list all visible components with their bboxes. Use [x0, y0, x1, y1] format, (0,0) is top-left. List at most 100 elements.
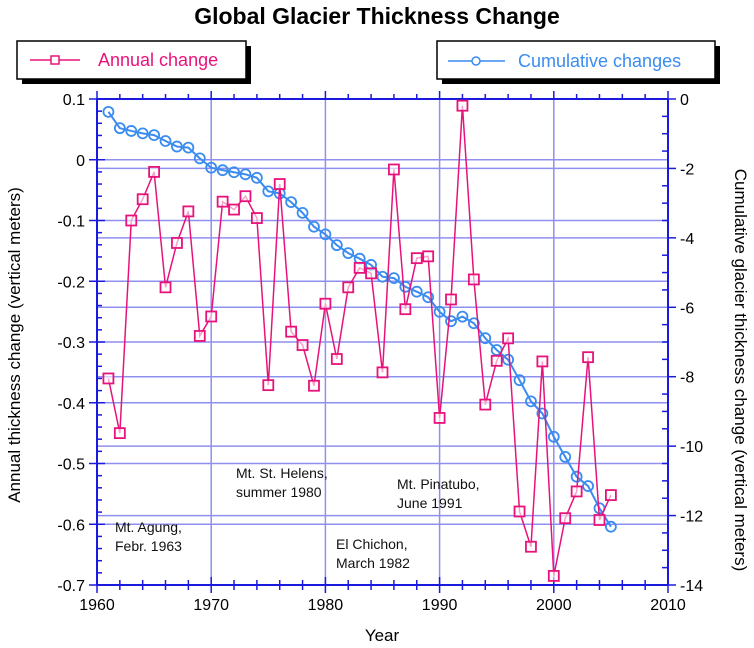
cumulative-point — [502, 353, 515, 366]
annotation-el-chichon: El Chichon, March 1982 — [336, 536, 410, 571]
cumulative-point — [125, 125, 138, 137]
x-tick-label: 1980 — [308, 597, 344, 614]
cumulative-point — [479, 332, 492, 345]
annual-point — [605, 489, 617, 501]
annual-point — [399, 303, 412, 316]
y-tick-label: -0.7 — [57, 578, 85, 595]
cumulative-point — [456, 310, 469, 323]
annual-point — [262, 379, 275, 392]
annual-point — [308, 379, 320, 392]
cumulative-point — [605, 520, 617, 533]
y-tick-label: -0.3 — [57, 335, 85, 352]
cumulative-point — [262, 185, 275, 198]
cumulative-point — [559, 451, 572, 463]
y2-tick-label: -2 — [680, 161, 694, 178]
annual-point — [445, 293, 457, 306]
annual-line — [107, 105, 612, 577]
y-tick-label: -0.2 — [57, 274, 85, 291]
series-cumulative — [102, 105, 617, 533]
annotation-line: Mt. St. Helens, — [236, 465, 328, 481]
cumulative-point — [342, 247, 355, 260]
annual-point — [273, 178, 286, 190]
cumulative-point — [308, 220, 320, 233]
annual-point — [182, 205, 195, 218]
annotation-line: Mt. Pinatubo, — [397, 476, 480, 492]
annual-point — [365, 267, 377, 280]
axes: 1960 1970 1980 1990 2000 2010 0.1 0 -0.1 -0.2 -0.3… — [57, 91, 703, 614]
annual-point — [205, 310, 218, 323]
annual-point — [353, 261, 366, 274]
cumulative-point — [319, 228, 332, 241]
gridlines — [97, 99, 668, 585]
y-tick-label: -0.4 — [57, 396, 85, 413]
cumulative-point — [285, 196, 298, 209]
y2-axis-title: Cumulative glacier thickness change (ver… — [731, 169, 750, 572]
cumulative-point — [525, 395, 537, 408]
y-tick-label: 0.1 — [63, 92, 85, 109]
cumulative-point — [296, 206, 309, 219]
legend-cumulative-label: Cumulative changes — [518, 51, 681, 71]
x-tick-label: 2010 — [650, 597, 686, 614]
annual-point — [159, 281, 172, 294]
circle-marker-icon — [471, 56, 481, 66]
annual-point — [536, 355, 549, 368]
y2-tick-label: -10 — [680, 439, 703, 456]
annual-point — [228, 203, 240, 216]
cumulative-point — [422, 291, 435, 304]
cumulative-point — [159, 135, 172, 147]
annual-point — [433, 412, 446, 424]
annual-point — [342, 281, 355, 294]
annual-point — [456, 99, 469, 112]
square-marker-icon — [50, 55, 60, 65]
annotation-mt-st-helens: Mt. St. Helens, summer 1980 — [236, 465, 328, 500]
y-tick-label: -0.6 — [57, 517, 85, 534]
cumulative-point — [582, 480, 594, 492]
annotation-line: Febr. 1963 — [115, 538, 182, 554]
annual-point — [216, 195, 229, 208]
x-tick-label: 1990 — [422, 597, 458, 614]
annual-point — [125, 214, 138, 227]
y2-tick-label: 0 — [680, 92, 689, 109]
annual-point — [479, 398, 492, 411]
cumulative-point — [547, 430, 560, 443]
annual-point — [319, 297, 332, 310]
cumulative-point — [148, 129, 161, 142]
annual-point — [239, 190, 252, 203]
cumulative-point — [205, 161, 218, 174]
cumulative-point — [216, 164, 229, 177]
cumulative-point — [513, 374, 526, 387]
cumulative-point — [113, 122, 126, 135]
cumulative-point — [570, 470, 583, 483]
annual-point — [570, 485, 583, 498]
cumulative-point — [410, 285, 423, 298]
annotation-line: Mt. Agung, — [115, 519, 182, 535]
annual-point — [193, 330, 206, 342]
chart-title: Global Glacier Thickness Change — [194, 3, 560, 29]
annual-point — [593, 514, 606, 526]
cumulative-point — [182, 141, 195, 154]
x-tick-label: 1960 — [79, 597, 115, 614]
annotations: Mt. Agung, Febr. 1963 Mt. St. Helens, summe… — [115, 465, 480, 571]
cumulative-point — [136, 127, 149, 140]
cumulative-point — [171, 140, 183, 153]
cumulative-point — [330, 239, 343, 252]
annual-point — [502, 332, 515, 345]
annual-point — [113, 427, 126, 440]
cumulative-point — [433, 305, 446, 318]
annual-point — [296, 339, 309, 351]
annual-point — [513, 505, 526, 518]
y-axis-title: Annual thickness change (vertical meters… — [5, 187, 24, 503]
cumulative-point — [228, 166, 240, 179]
y-tick-label: -0.1 — [57, 214, 85, 231]
annual-point — [547, 569, 560, 582]
cumulative-point — [250, 171, 263, 184]
annual-point — [285, 325, 298, 338]
annotation-mt-pinatubo: Mt. Pinatubo, June 1991 — [397, 476, 480, 511]
cumulative-point — [388, 272, 400, 285]
x-tick-label: 1970 — [193, 597, 229, 614]
cumulative-point — [445, 315, 457, 328]
annotation-mt-agung: Mt. Agung, Febr. 1963 — [115, 519, 182, 554]
annual-point — [148, 165, 161, 178]
legend-cumulative-box — [436, 40, 716, 80]
